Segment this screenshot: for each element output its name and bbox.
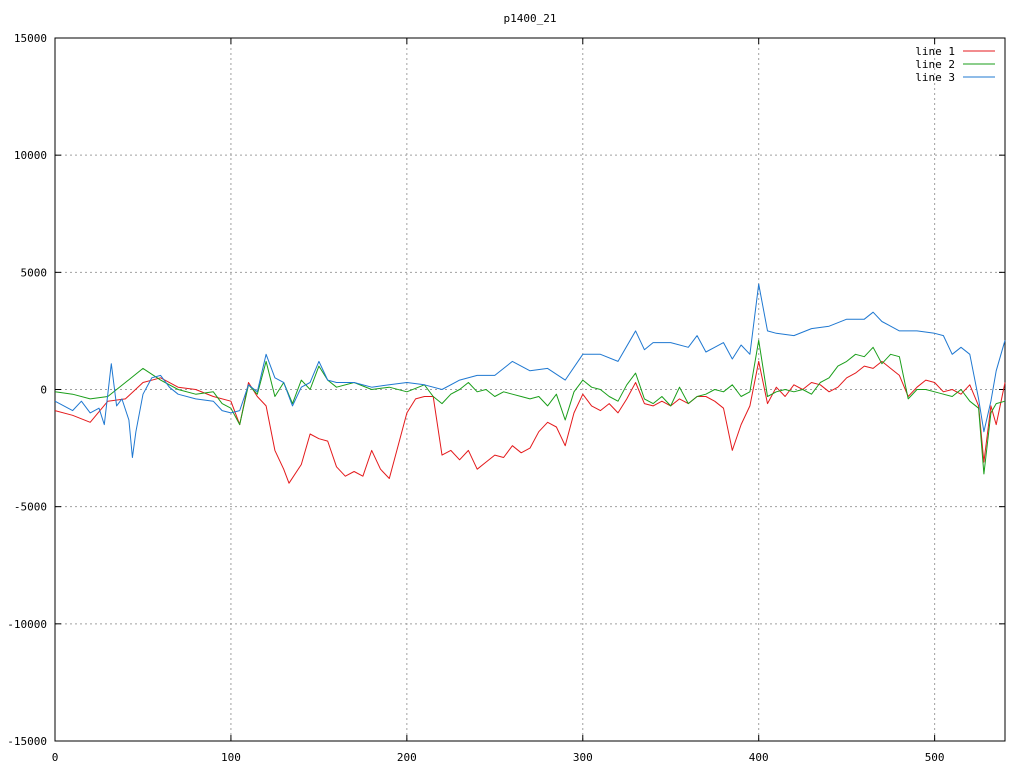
- y-tick-label: 15000: [14, 32, 47, 45]
- legend-label-2: line 2: [915, 58, 955, 71]
- grid-lines: [55, 38, 1005, 741]
- y-tick-label: 5000: [21, 266, 48, 279]
- x-tick-label: 300: [573, 751, 593, 764]
- series-group: [54, 283, 1006, 484]
- legend-label-3: line 3: [915, 71, 955, 84]
- y-tick-label: -10000: [7, 618, 47, 631]
- y-tick-label: -15000: [7, 735, 47, 748]
- series-line-2: [54, 339, 1006, 475]
- chart-title: p1400_21: [504, 12, 557, 25]
- axes: 0 100 200 300 400 500 15000 10000 5000 0 -5000 -100…: [7, 32, 1006, 764]
- y-tick-label: 0: [40, 384, 47, 397]
- x-tick-label: 400: [749, 751, 769, 764]
- x-tick-label: 200: [397, 751, 417, 764]
- y-tick-label: 10000: [14, 149, 47, 162]
- legend-label-1: line 1: [915, 45, 955, 58]
- y-tick-label: -5000: [14, 501, 47, 514]
- series-line-3: [54, 283, 1006, 458]
- x-tick-label: 0: [52, 751, 59, 764]
- x-tick-label: 100: [221, 751, 241, 764]
- x-tick-label: 500: [925, 751, 945, 764]
- series-line-1: [54, 360, 1006, 484]
